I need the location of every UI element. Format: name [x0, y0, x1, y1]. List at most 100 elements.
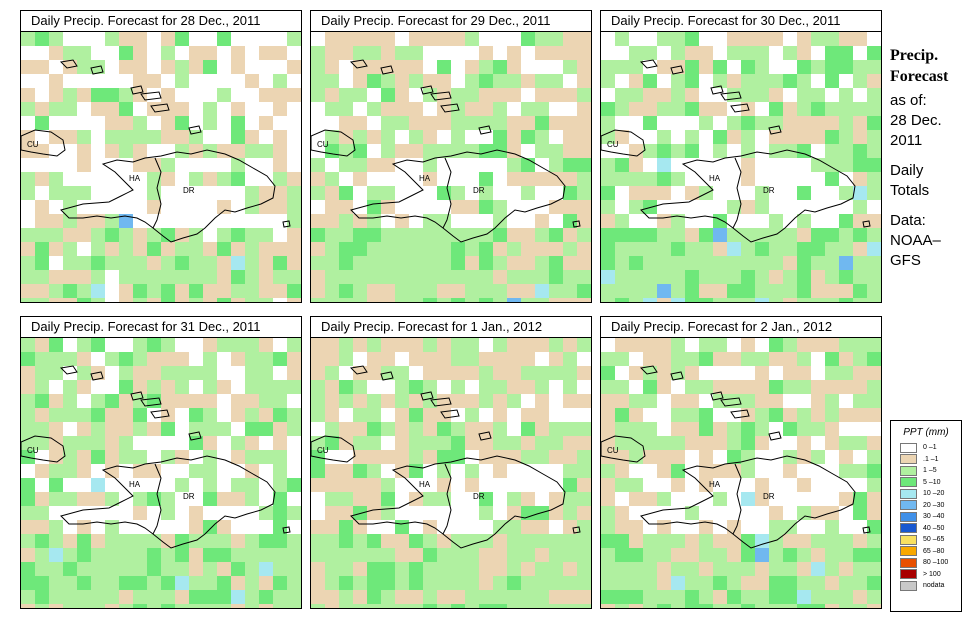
precip-cell [217, 270, 231, 284]
precip-cell [161, 562, 175, 576]
precip-cell [643, 256, 657, 270]
precip-cell [175, 394, 189, 408]
precip-cell [105, 144, 119, 158]
precip-cell [507, 88, 521, 102]
precip-cell [741, 172, 755, 186]
precip-cell [409, 380, 423, 394]
precip-cell [465, 478, 479, 492]
precip-cell [521, 270, 535, 284]
precip-cell [685, 422, 699, 436]
precip-cell [867, 562, 881, 576]
precip-cell [493, 338, 507, 352]
precip-cell [437, 492, 451, 506]
precip-cell [493, 590, 507, 604]
precip-cell [657, 284, 671, 298]
precip-cell [49, 604, 63, 608]
precip-cell [713, 256, 727, 270]
precip-cell [119, 60, 133, 74]
precip-cell [839, 46, 853, 60]
precip-cell [867, 380, 881, 394]
precip-cell [451, 394, 465, 408]
precip-cell [727, 46, 741, 60]
precip-cell [629, 102, 643, 116]
precip-cell [629, 242, 643, 256]
precip-cell [437, 534, 451, 548]
precip-cell [671, 298, 685, 302]
precip-cell [727, 130, 741, 144]
precip-cell [175, 102, 189, 116]
precip-cell [35, 32, 49, 46]
precip-cell [353, 172, 367, 186]
precip-cell [685, 366, 699, 380]
precip-cell [699, 562, 713, 576]
precip-cell [465, 144, 479, 158]
precip-cell [63, 130, 77, 144]
precip-cell [21, 298, 35, 302]
precip-cell [713, 242, 727, 256]
precip-cell [699, 422, 713, 436]
precip-cell [339, 88, 353, 102]
precip-cell [395, 60, 409, 74]
precip-cell [741, 116, 755, 130]
precip-cell [133, 548, 147, 562]
precip-cell [685, 256, 699, 270]
precip-cell [867, 450, 881, 464]
precip-cell [563, 186, 577, 200]
precip-cell [755, 408, 769, 422]
precip-cell [245, 464, 259, 478]
precip-cell [825, 298, 839, 302]
precip-cell [189, 284, 203, 298]
legend-label: 0 –1 [923, 444, 937, 452]
precip-cell [783, 116, 797, 130]
precip-cell [381, 548, 395, 562]
precip-cell [867, 478, 881, 492]
precip-cell [615, 338, 629, 352]
precip-cell [21, 562, 35, 576]
precip-cell [409, 32, 423, 46]
precip-cell [259, 284, 273, 298]
precip-cell [563, 284, 577, 298]
precip-cell [147, 352, 161, 366]
precip-cell [451, 32, 465, 46]
precip-cell [175, 60, 189, 74]
precip-cell [63, 534, 77, 548]
precip-cell [493, 228, 507, 242]
precip-cell [203, 352, 217, 366]
precip-cell [535, 338, 549, 352]
precip-cell [853, 60, 867, 74]
precip-cell [437, 284, 451, 298]
precip-cell [549, 172, 563, 186]
island-outline [670, 371, 684, 381]
precip-cell [657, 172, 671, 186]
precip-cell [755, 46, 769, 60]
precip-cell [175, 590, 189, 604]
precip-cell [521, 590, 535, 604]
precip-cell [175, 242, 189, 256]
precip-cell [21, 242, 35, 256]
precip-cell [671, 284, 685, 298]
precip-cell [395, 576, 409, 590]
precip-cell [63, 242, 77, 256]
precip-cell [49, 408, 63, 422]
island-outline [862, 526, 871, 534]
precip-cell [367, 576, 381, 590]
precip-cell [521, 338, 535, 352]
precip-cell [577, 590, 591, 604]
precip-cell [563, 534, 577, 548]
precip-cell [203, 464, 217, 478]
precip-cell [77, 450, 91, 464]
precip-cell [325, 46, 339, 60]
precip-cell [77, 186, 91, 200]
precip-cell [21, 590, 35, 604]
precip-cell [409, 534, 423, 548]
precip-cell [601, 590, 615, 604]
precip-cell [657, 298, 671, 302]
precip-cell [853, 576, 867, 590]
precip-cell [811, 422, 825, 436]
precip-cell [105, 534, 119, 548]
map-label-cu: CU [607, 446, 619, 455]
precip-cell [671, 352, 685, 366]
precip-cell [231, 576, 245, 590]
precip-cell [161, 604, 175, 608]
cuba-outline [311, 129, 356, 157]
